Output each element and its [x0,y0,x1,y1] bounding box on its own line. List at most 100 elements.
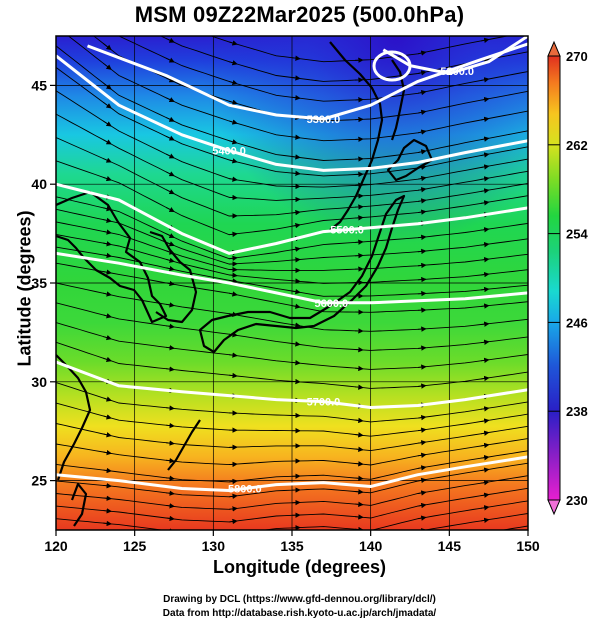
wind-arrow [165,135,175,141]
wind-arrow [228,60,238,66]
credit-data-source: Data from http://database.rish.kyoto-u.a… [162,608,437,619]
wind-arrow [418,543,426,544]
wind-arrow [417,262,427,269]
wind-arrow [291,134,301,140]
coastline-asia-mainland [56,354,92,481]
wind-arrow [354,204,364,210]
wind-arrow [291,257,301,263]
wind-arrow [291,341,301,347]
wind-arrow [480,227,490,233]
wind-arrow [417,70,427,76]
wind-arrow [166,457,175,464]
wind-arrow [291,95,301,101]
contour-label: 5300.0 [307,114,341,126]
wind-arrow [165,97,175,102]
wind-arrow [480,164,490,170]
wind-arrow [165,241,175,247]
wind-arrow [166,422,175,429]
wind-arrow [103,449,112,456]
wind-arrow [354,365,364,372]
wind-arrow [480,188,490,194]
wind-arrow [228,99,238,105]
plot-title: MSM 09Z22Mar2025 (500.0hPa) [134,2,465,27]
coastlines [56,41,434,527]
wind-arrow [480,256,490,263]
wind-arrow [480,479,490,486]
wind-arrow [165,153,175,159]
wind-arrow [291,55,301,61]
wind-arrow [229,518,238,525]
wind-arrow [480,357,490,364]
wind-arrow [166,302,175,308]
wind-arrow [166,440,175,446]
height-contour [86,42,528,121]
x-tick-label: 150 [516,538,540,554]
credit-drawing: Drawing by DCL (https://www.gfd-dennou.o… [163,594,436,605]
height-contour [56,455,528,492]
colorbar-bar [547,55,561,501]
wind-arrow [228,79,238,86]
wind-arrow [166,515,175,522]
wind-arrow [228,119,238,125]
wind-arrow [417,502,427,509]
wind-arrow [480,136,490,142]
wind-arrow [417,515,427,521]
colorbar-tick-label: 254 [566,227,588,242]
wind-arrow [480,375,490,382]
wind-arrow [166,366,175,372]
wind-arrow [103,396,112,402]
wind-arrow [417,248,427,255]
colorbar-tick-label: 230 [566,493,588,508]
height-contours: 5300.0 5200.0 5400.0 5500.0 5600.0 5700.0 5800… [56,36,528,496]
wind-arrow [229,534,237,535]
coastline-korea [149,230,198,324]
colorbar-tick-label: 262 [566,138,588,153]
wind-arrow [229,194,238,201]
wind-arrow [228,40,238,46]
wind-arrow [291,288,301,295]
wind-arrow [354,215,364,221]
wind-arrow [417,234,427,241]
wind-arrow [291,222,301,229]
y-axis-label: Latitude (degrees) [14,210,35,367]
wind-arrow [480,339,490,345]
y-tick-label: 35 [31,275,47,291]
wind-arrow [354,432,364,438]
x-axis-label: Longitude (degrees) [212,557,386,577]
wind-arrow [417,383,427,389]
coastline-taiwan [70,482,88,527]
wind-arrow [102,139,112,145]
wind-arrow [229,461,238,468]
wind-arrow [417,109,427,115]
wind-arrow [229,506,238,512]
wind-arrow [291,209,301,216]
wind-arrow [480,200,490,206]
wind-arrow [229,372,238,379]
height-contour [56,54,528,172]
wind-arrow [417,427,427,433]
wind-arrow [355,554,363,555]
wind-arrow [229,231,238,237]
wind-arrow [417,345,427,351]
wind-arrow [291,322,301,328]
y-axis-ticks: 25 30 35 40 45 [31,77,56,489]
wind-arrow [480,152,490,158]
wind-arrow [103,414,112,420]
y-tick-label: 40 [31,176,47,192]
wind-arrow [354,384,364,390]
x-tick-label: 145 [438,538,462,554]
wind-arrow [228,291,238,297]
wind-arrow [480,418,490,424]
colorbar-max-arrow [547,40,561,57]
wind-arrow [291,75,301,81]
coastline-kyushu-honshu [198,194,406,354]
wind-arrow [228,139,238,145]
wind-arrow [103,175,112,182]
wind-arrow [165,116,175,122]
wind-arrow [166,19,174,23]
colorbar-tick-label: 238 [566,404,588,419]
wind-arrow [480,430,490,436]
wind-arrow [480,517,490,524]
wind-arrow [165,57,175,63]
wind-arrow [417,50,427,56]
